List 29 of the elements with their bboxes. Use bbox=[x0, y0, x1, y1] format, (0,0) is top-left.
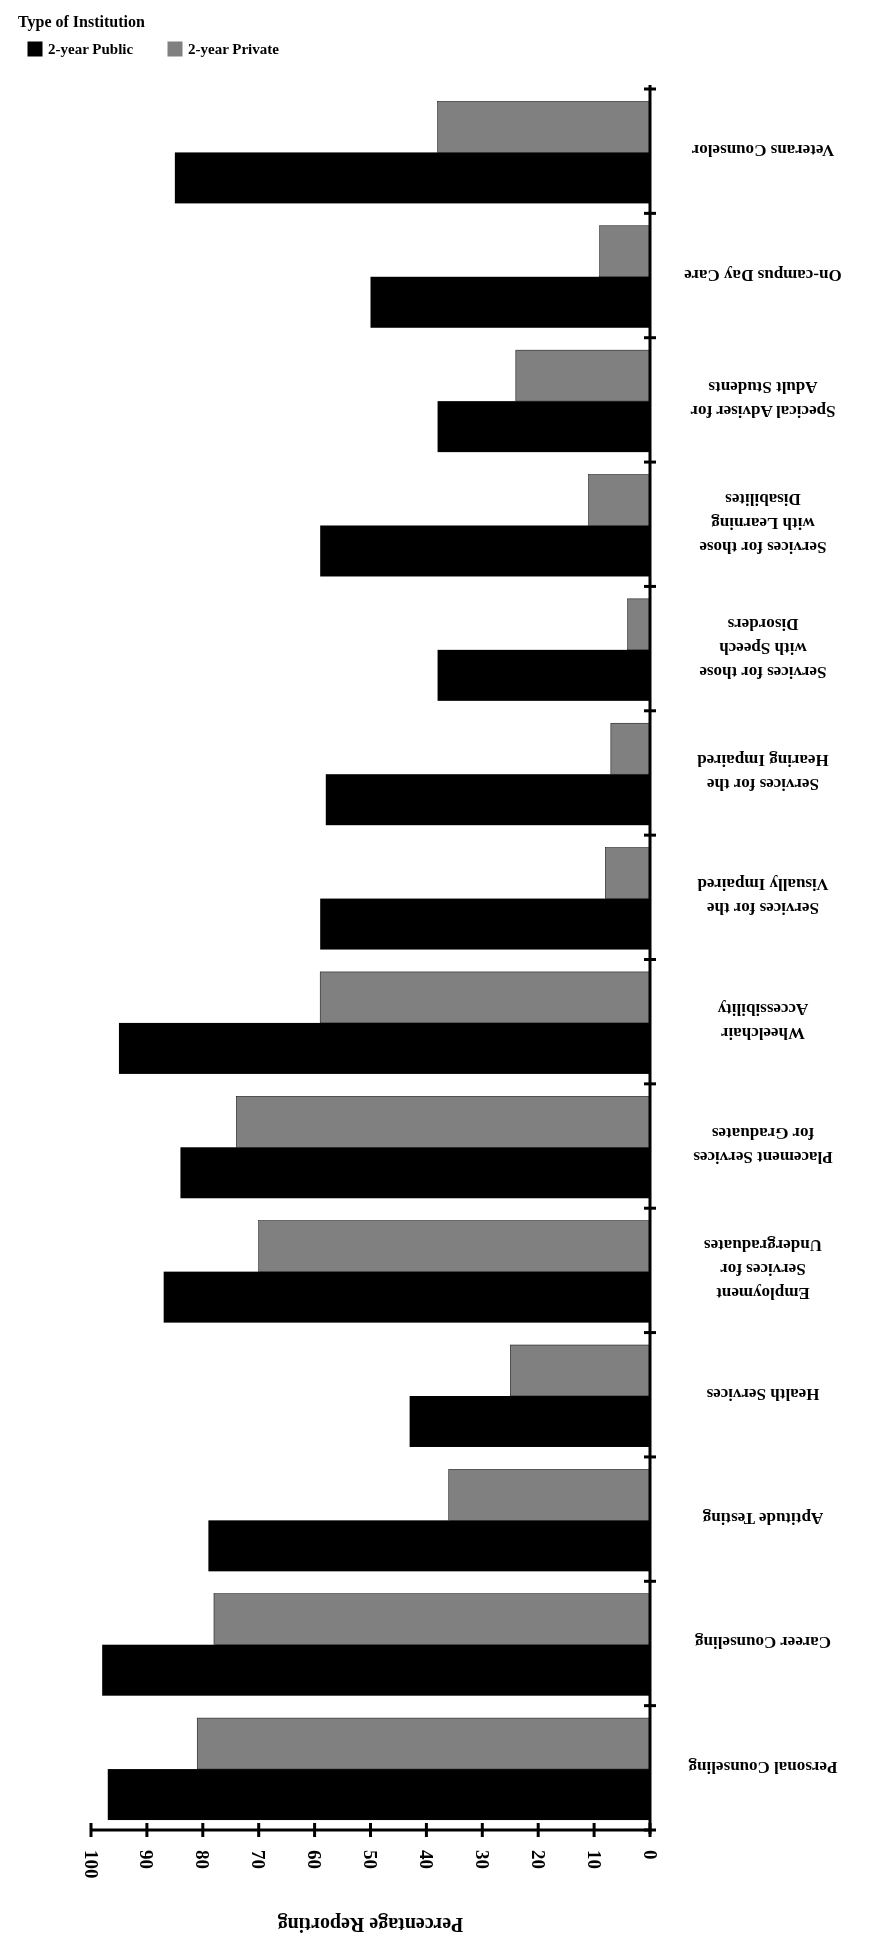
x-tick-label: 100 bbox=[80, 1850, 102, 1879]
y-tick-label: Veterans Counselor bbox=[691, 141, 835, 161]
y-tick-label: Services for the Hearing Impaired bbox=[696, 750, 829, 794]
x-tick-label: 90 bbox=[136, 1850, 158, 1869]
x-tick-label: 70 bbox=[248, 1850, 270, 1869]
x-tick-label: 80 bbox=[192, 1850, 214, 1869]
y-tick-label: Services for those with Speech Disorders bbox=[698, 614, 827, 682]
y-tick-label: Services for the Visually Impaired bbox=[697, 875, 829, 919]
legend-label: 2-year Private bbox=[188, 41, 280, 57]
x-tick-label: 20 bbox=[527, 1850, 549, 1869]
x-tick-label: 0 bbox=[639, 1850, 661, 1860]
x-tick-label: 30 bbox=[471, 1850, 493, 1869]
legend-label: 2-year Public bbox=[48, 41, 134, 57]
y-tick-label: Personal Counseling bbox=[688, 1757, 838, 1777]
y-tick-label: On-campus Day Care bbox=[683, 265, 842, 285]
x-tick-label: 40 bbox=[415, 1850, 437, 1869]
x-tick-label: 50 bbox=[360, 1850, 381, 1869]
y-tick-label: Placement Services for Graduates bbox=[693, 1124, 833, 1168]
y-tick-label: Health Services bbox=[706, 1384, 820, 1404]
y-tick-label: Wheelchair Accessibility bbox=[717, 999, 809, 1043]
y-tick-label: Employment Services for Undergraduates bbox=[703, 1236, 823, 1304]
y-tick-label: Aptitude Testing bbox=[702, 1509, 824, 1529]
x-tick-label: 10 bbox=[583, 1850, 605, 1869]
y-tick-label: Services for those with Learning Disabilites bbox=[698, 490, 827, 558]
y-tick-label: Specical Adviser for Adult Students bbox=[689, 377, 836, 421]
x-tick-label: 60 bbox=[304, 1850, 326, 1869]
y-tick-label: Career Counseling bbox=[694, 1633, 831, 1653]
legend-title: Type of Institution bbox=[18, 13, 145, 32]
x-axis-title: Percentage Reporting bbox=[277, 1913, 464, 1936]
